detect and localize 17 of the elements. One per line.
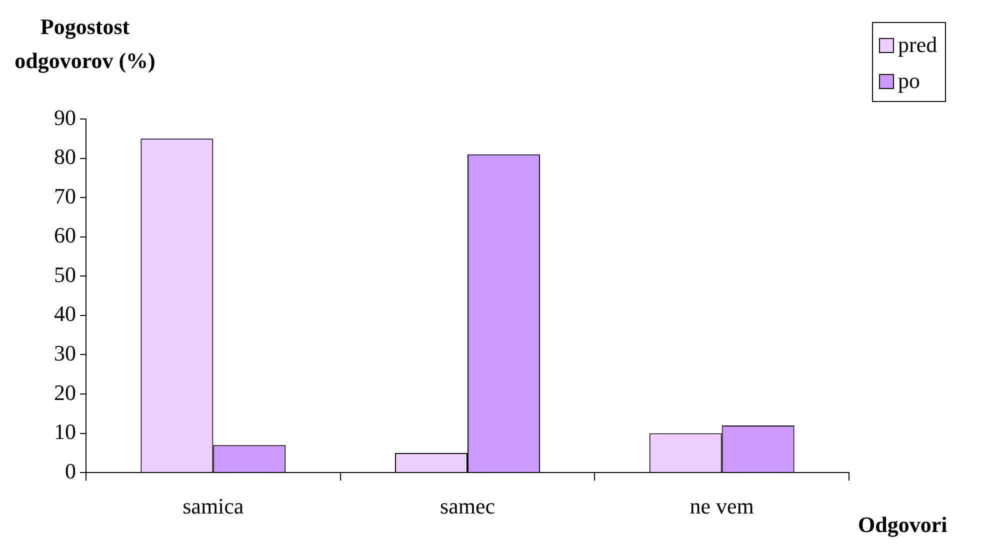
- y-tick-label: 60: [54, 222, 76, 248]
- y-tick-label: 0: [65, 458, 76, 484]
- y-tick-label: 40: [54, 301, 76, 326]
- x-tick-label: samica: [182, 494, 244, 519]
- y-tick-label: 90: [54, 104, 76, 130]
- y-tick-label: 70: [54, 183, 76, 208]
- y-tick-label: 80: [54, 144, 76, 170]
- x-tick-label: ne vem: [690, 494, 754, 519]
- legend-label: po: [898, 68, 920, 94]
- y-tick-label: 30: [54, 340, 76, 366]
- legend-label: pred: [898, 32, 938, 58]
- y-axis-title: Pogostost odgovorov (%): [14, 13, 156, 75]
- y-tick-label: 50: [54, 262, 76, 287]
- y-tick-label: 10: [54, 419, 76, 444]
- x-axis-title: Odgovori: [858, 512, 948, 538]
- x-tick-label: samec: [440, 494, 496, 519]
- y-tick-label: 20: [54, 380, 76, 405]
